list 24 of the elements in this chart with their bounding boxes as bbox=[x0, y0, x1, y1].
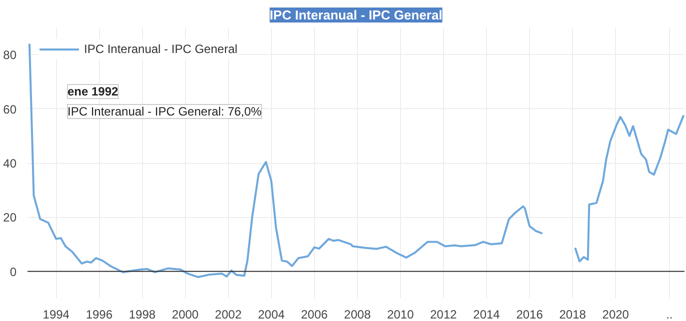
x-tick-label: 2014 bbox=[473, 308, 500, 321]
y-tick-label: 20 bbox=[3, 210, 17, 225]
x-tick-label: 2016 bbox=[516, 308, 544, 321]
x-tick-label: .. bbox=[666, 308, 673, 321]
x-tick-label: 1998 bbox=[128, 308, 156, 321]
x-tick-label: 2018 bbox=[559, 308, 586, 321]
x-tick-label: 2006 bbox=[301, 308, 328, 321]
y-tick-label: 0 bbox=[10, 264, 17, 279]
x-tick-label: 1994 bbox=[42, 308, 70, 321]
y-tick-label: 80 bbox=[3, 48, 17, 62]
x-tick-label: 2010 bbox=[387, 308, 414, 321]
x-tick-label: 1996 bbox=[86, 308, 113, 321]
x-tick-label: 2008 bbox=[344, 308, 372, 321]
x-tick-label: 2000 bbox=[172, 308, 199, 321]
x-tick-label: 2020 bbox=[602, 308, 630, 321]
chart-title: IPC Interanual - IPC General bbox=[270, 8, 442, 22]
annotation: IPC Interanual - IPC General: 76,0% bbox=[68, 104, 262, 118]
x-tick-label: 2002 bbox=[214, 308, 242, 321]
x-tick-label: 2012 bbox=[430, 308, 458, 321]
annotation: ene 1992 bbox=[68, 84, 119, 98]
legend-label: IPC Interanual - IPC General bbox=[84, 42, 238, 56]
y-tick-label: 40 bbox=[3, 156, 17, 170]
y-tick-label: 60 bbox=[3, 102, 17, 116]
x-tick-label: 2004 bbox=[258, 308, 285, 321]
